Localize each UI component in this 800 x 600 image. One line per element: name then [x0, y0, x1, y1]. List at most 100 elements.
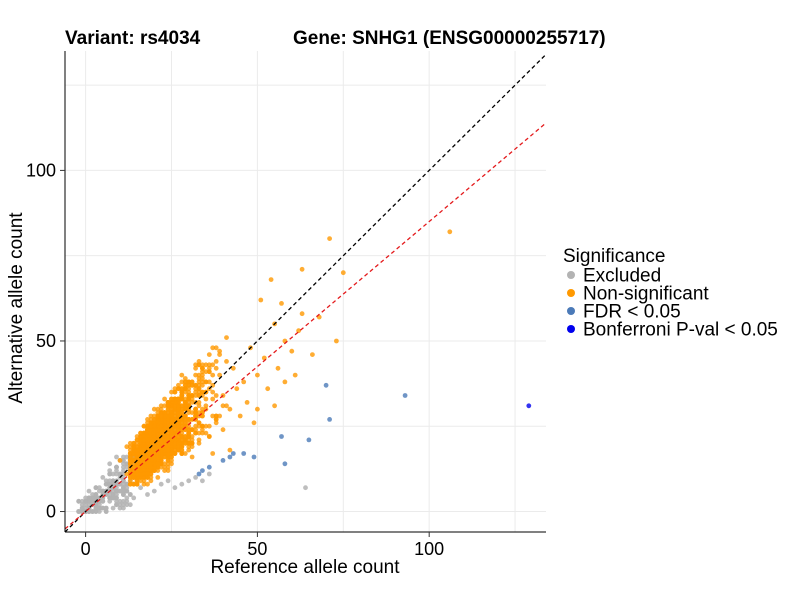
data-point: [213, 345, 219, 351]
data-point: [107, 481, 113, 487]
data-point: [182, 386, 188, 392]
data-point: [151, 423, 157, 429]
data-point: [179, 434, 185, 439]
data-point: [213, 417, 219, 422]
data-point: [193, 362, 199, 368]
data-point: [121, 502, 126, 508]
data-point: [151, 413, 157, 419]
data-point: [145, 475, 150, 480]
data-point: [176, 386, 181, 392]
data-point: [179, 423, 185, 429]
y-tick-label: 100: [26, 160, 56, 180]
data-point: [127, 458, 133, 463]
data-point: [148, 434, 154, 439]
data-point: [176, 403, 181, 409]
data-point: [176, 437, 181, 443]
data-point: [182, 382, 188, 388]
data-point: [158, 444, 164, 450]
data-point: [200, 430, 205, 436]
data-point: [162, 468, 168, 473]
data-point: [131, 440, 137, 446]
data-point: [145, 464, 150, 470]
data-point: [196, 359, 202, 364]
data-point: [176, 396, 181, 402]
data-point: [158, 451, 164, 456]
data-point: [182, 376, 188, 381]
data-point: [138, 478, 144, 484]
data-point: [200, 362, 205, 368]
data-point: [179, 389, 185, 395]
data-point: [148, 464, 154, 470]
data-point: [117, 471, 123, 477]
data-point: [90, 498, 95, 504]
data-point: [447, 229, 453, 235]
data-point: [148, 440, 154, 446]
data-point: [151, 444, 157, 450]
data-point: [162, 464, 168, 470]
data-point: [79, 498, 85, 504]
data-point: [210, 389, 216, 395]
data-point: [110, 478, 116, 484]
data-point: [127, 447, 133, 453]
data-point: [134, 454, 140, 460]
data-point: [165, 464, 171, 470]
data-point: [244, 400, 250, 405]
x-tick-label: 50: [247, 539, 267, 559]
grid: [65, 51, 546, 532]
data-point: [158, 464, 164, 470]
data-point: [145, 492, 150, 497]
data-point: [93, 502, 99, 508]
data-point: [182, 434, 188, 439]
data-point: [299, 311, 305, 317]
data-point: [155, 406, 161, 412]
data-point: [155, 423, 161, 429]
data-point: [182, 403, 188, 409]
data-point: [145, 471, 150, 477]
data-point: [210, 413, 216, 419]
data-point: [172, 485, 178, 491]
data-point: [145, 417, 150, 422]
reference-line: [65, 53, 546, 532]
data-point: [179, 410, 185, 415]
data-point: [255, 372, 260, 378]
data-point: [206, 362, 212, 368]
data-point: [148, 420, 154, 426]
data-point: [127, 475, 133, 480]
data-point: [148, 427, 154, 433]
data-point: [121, 461, 126, 467]
data-point: [289, 348, 295, 354]
data-point: [213, 365, 219, 371]
data-point: [162, 440, 168, 446]
data-point: [186, 440, 192, 446]
data-point: [193, 365, 199, 371]
data-point: [162, 461, 168, 467]
data-point: [145, 458, 150, 463]
data-point: [158, 461, 164, 467]
data-point: [134, 481, 140, 487]
data-point: [176, 413, 181, 419]
data-point: [241, 451, 247, 456]
data-point: [134, 434, 140, 439]
data-point: [189, 454, 195, 460]
data-point: [124, 464, 130, 470]
data-point: [172, 451, 178, 456]
data-point: [172, 386, 178, 392]
data-point: [186, 379, 192, 385]
data-point: [193, 389, 199, 395]
data-point: [310, 352, 315, 357]
data-point: [107, 471, 113, 477]
data-point: [165, 413, 171, 419]
data-point: [186, 403, 192, 409]
data-point: [127, 478, 133, 484]
data-point: [158, 447, 164, 453]
data-point: [186, 389, 192, 395]
data-point: [193, 475, 199, 480]
data-point: [210, 372, 216, 378]
data-point: [182, 379, 188, 385]
data-point: [151, 461, 157, 467]
data-point: [182, 420, 188, 426]
data-point: [138, 475, 144, 480]
data-point: [193, 406, 199, 412]
data-point: [138, 447, 144, 453]
